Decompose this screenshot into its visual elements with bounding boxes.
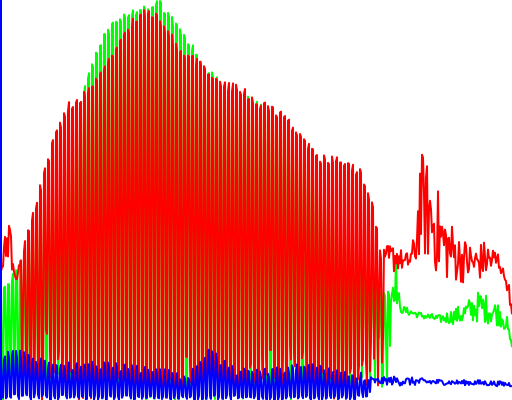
series-line-1 bbox=[0, 9, 512, 400]
series-line-3 bbox=[0, 348, 512, 400]
